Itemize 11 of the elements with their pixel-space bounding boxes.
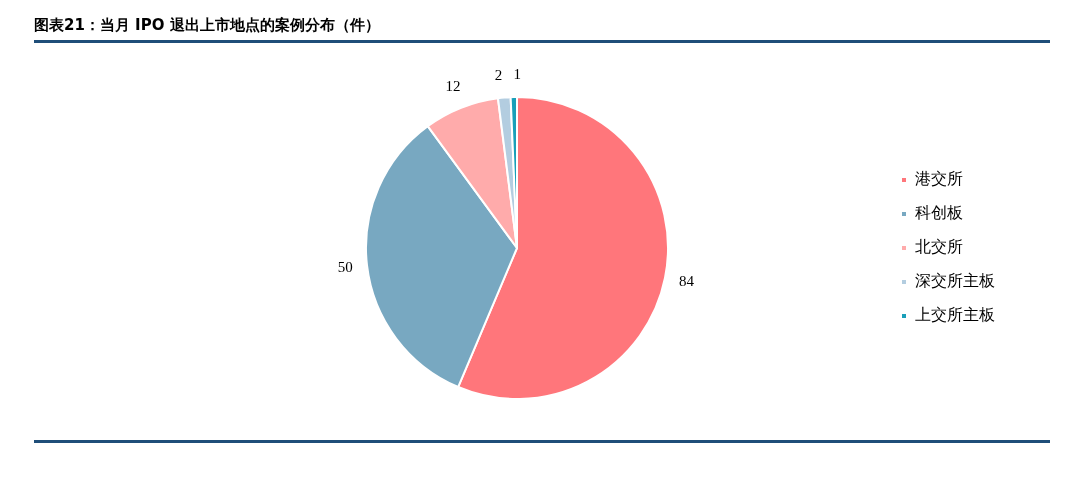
legend-label: 上交所主板 bbox=[915, 305, 995, 325]
legend-label: 北交所 bbox=[915, 237, 963, 257]
legend-label: 深交所主板 bbox=[915, 271, 995, 291]
data-label: 50 bbox=[337, 258, 353, 275]
legend-label: 港交所 bbox=[915, 169, 963, 189]
data-label: 12 bbox=[445, 78, 461, 95]
data-label: 2 bbox=[494, 66, 503, 83]
data-label: 84 bbox=[679, 273, 695, 290]
legend-label: 科创板 bbox=[915, 203, 963, 223]
text: 图表21：当月 IPO 退出上市地点的案例分布（件） bbox=[34, 16, 1050, 43]
data-label: 1 bbox=[513, 65, 522, 82]
